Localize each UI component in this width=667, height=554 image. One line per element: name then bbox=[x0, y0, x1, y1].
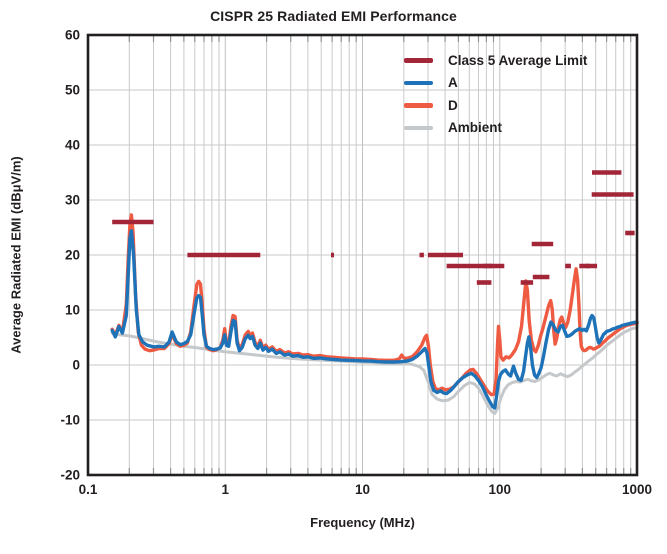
curve-ambient bbox=[110, 326, 639, 415]
chart-title: CISPR 25 Radiated EMI Performance bbox=[210, 8, 457, 24]
legend-item-a: A bbox=[404, 72, 587, 95]
legend-label: Ambient bbox=[448, 120, 502, 135]
y-tick-label: -20 bbox=[60, 468, 80, 483]
y-tick-label: 30 bbox=[65, 193, 80, 208]
curve-d bbox=[110, 213, 639, 397]
legend-item-class-5-average-limit: Class 5 Average Limit bbox=[404, 49, 587, 72]
y-tick-label: 0 bbox=[72, 358, 80, 373]
y-tick-label: 50 bbox=[65, 83, 80, 98]
y-tick-label: -10 bbox=[60, 413, 80, 428]
legend-label: D bbox=[448, 97, 458, 113]
x-tick-label: 100 bbox=[489, 482, 512, 497]
x-tick-label: 1000 bbox=[622, 482, 652, 497]
plot-frame bbox=[86, 33, 639, 477]
legend-swatch-class-5-average-limit bbox=[404, 58, 433, 63]
curve-a bbox=[110, 229, 639, 410]
legend-swatch-a bbox=[404, 80, 433, 85]
x-axis-label: Frequency (MHz) bbox=[310, 515, 415, 530]
y-tick-label: 20 bbox=[65, 248, 80, 263]
legend-label: A bbox=[448, 75, 458, 90]
legend-label: Class 5 Average Limit bbox=[448, 52, 588, 68]
legend-item-ambient: Ambient bbox=[404, 117, 587, 140]
legend-swatch-ambient bbox=[404, 125, 433, 130]
x-tick-label: 0.1 bbox=[79, 482, 98, 497]
x-tick-label: 1 bbox=[222, 482, 230, 497]
legend: Class 5 Average Limit A D Ambient bbox=[404, 49, 587, 139]
y-tick-label: 60 bbox=[65, 28, 80, 43]
y-tick-label: 40 bbox=[65, 138, 80, 153]
legend-swatch-d bbox=[404, 103, 433, 108]
y-tick-label: 10 bbox=[65, 303, 80, 318]
x-tick-label: 10 bbox=[355, 482, 370, 497]
legend-item-d: D bbox=[404, 94, 587, 117]
